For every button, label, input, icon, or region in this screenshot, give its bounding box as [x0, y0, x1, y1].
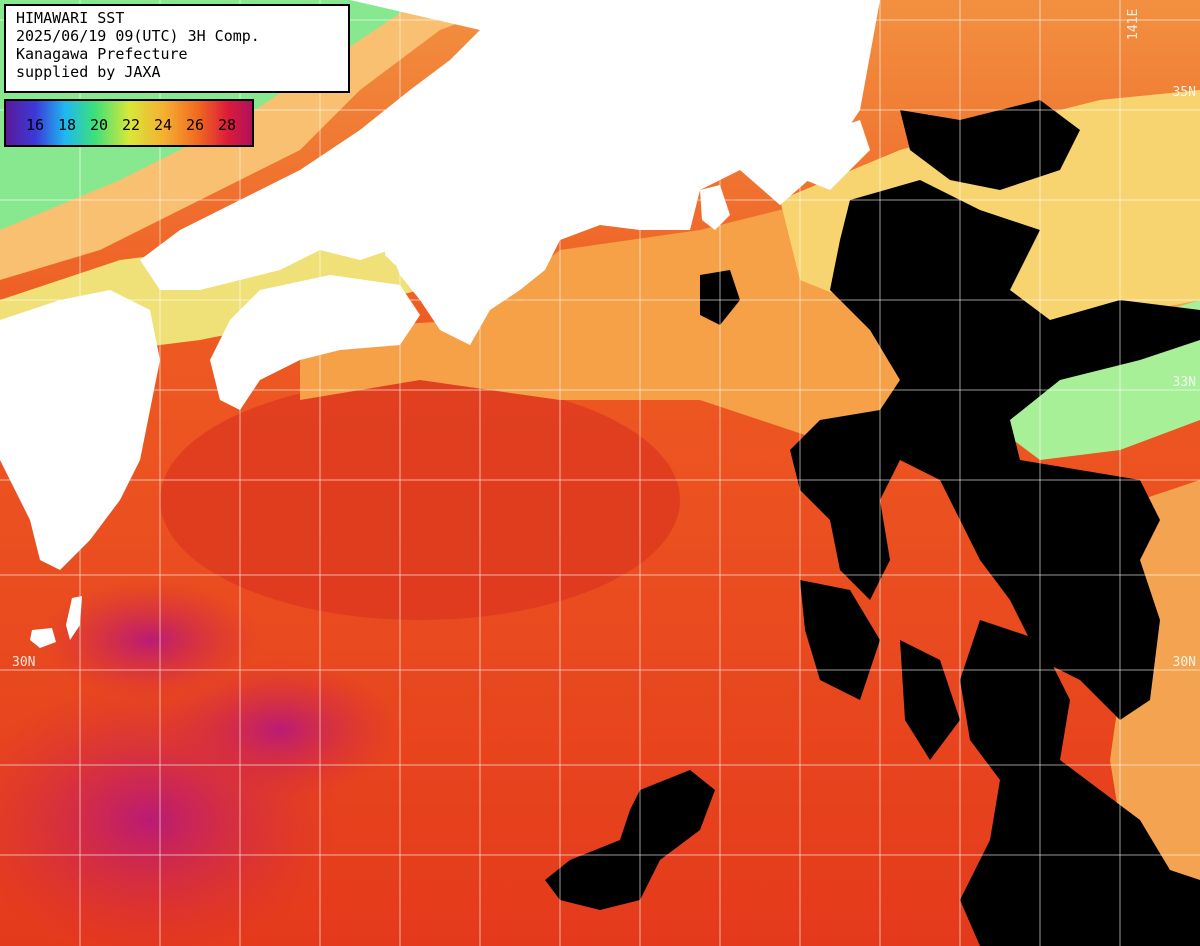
legend-tick: 18 — [58, 116, 77, 134]
lat-label-33n: 33N — [1173, 375, 1196, 390]
cloud-mask-southeast — [960, 620, 1200, 946]
legend-tick: 26 — [186, 116, 205, 134]
lon-label-136e: 136E — [486, 9, 501, 40]
data-credit: supplied by JAXA — [16, 63, 161, 81]
legend-tick: 20 — [90, 116, 109, 134]
map-info-box: HIMAWARI SST 2025/06/19 09(UTC) 3H Comp.… — [4, 4, 350, 93]
lat-label-30n-right: 30N — [1173, 655, 1196, 670]
lon-label-141e: 141E — [1126, 9, 1141, 40]
boso-peninsula — [800, 120, 870, 190]
honshu-land — [140, 0, 880, 345]
lat-label-30n-left: 30N — [12, 655, 35, 670]
cloud-mask-northeast — [900, 100, 1080, 190]
observation-time: 2025/06/19 09(UTC) 3H Comp. — [16, 27, 260, 45]
temperature-color-scale: 16 18 20 22 24 26 28 — [4, 99, 254, 147]
provider-prefecture: Kanagawa Prefecture — [16, 45, 188, 63]
lat-label-35n: 35N — [1173, 85, 1196, 100]
kuroshio-warm-band — [160, 380, 680, 620]
cool-water-seto-inland — [0, 230, 420, 400]
awaji-island — [385, 228, 410, 265]
legend-tick: 16 — [26, 116, 45, 134]
tanegashima-island — [66, 596, 82, 640]
cloud-mask-east — [790, 180, 1200, 720]
legend-tick: 22 — [122, 116, 141, 134]
product-title: HIMAWARI SST — [16, 9, 125, 27]
legend-tick: 24 — [154, 116, 173, 134]
cloud-mask-south-central — [545, 770, 715, 910]
legend-tick: 28 — [218, 116, 237, 134]
izu-peninsula — [700, 185, 730, 230]
shikoku-land — [210, 275, 420, 410]
yakushima-island — [30, 628, 56, 648]
